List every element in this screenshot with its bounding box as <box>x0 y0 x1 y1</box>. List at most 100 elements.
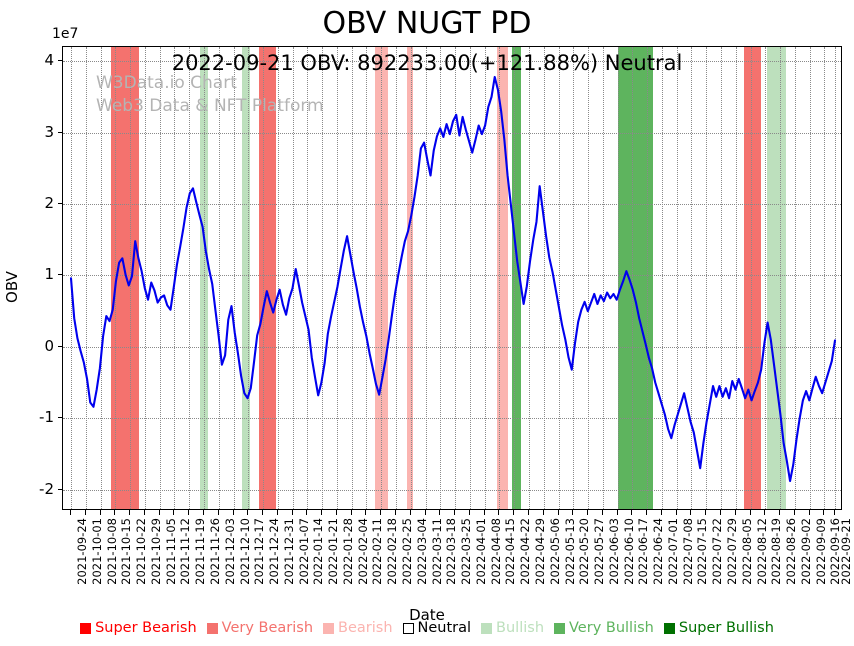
y-axis-tick-mark <box>58 60 62 62</box>
grid-line-vertical <box>706 47 708 509</box>
grid-line-vertical <box>248 47 250 509</box>
plot-area <box>62 46 842 510</box>
legend-item[interactable]: Very Bullish <box>549 620 659 636</box>
grid-line-vertical <box>750 47 752 509</box>
x-axis-tick-label: 2022-07-08 <box>680 518 695 585</box>
x-axis-tick-mark <box>468 510 470 515</box>
x-axis-tick-mark <box>114 510 116 515</box>
grid-line-vertical <box>307 47 309 509</box>
grid-line-vertical <box>292 47 294 509</box>
grid-line-vertical <box>721 47 723 509</box>
x-axis-tick-mark <box>380 510 382 515</box>
x-axis-tick-mark <box>513 510 515 515</box>
x-axis-tick-mark <box>734 510 736 515</box>
x-axis-tick-label: 2022-04-15 <box>503 518 518 585</box>
grid-line-vertical <box>809 47 811 509</box>
x-axis-tick-mark <box>834 510 835 515</box>
grid-line-horizontal <box>63 346 841 348</box>
x-axis-tick-mark <box>129 510 131 515</box>
x-axis-tick-mark <box>527 510 529 515</box>
legend-item[interactable]: Very Bearish <box>202 620 318 636</box>
x-axis-tick-label: 2022-09-09 <box>813 518 828 585</box>
x-axis-tick-label: 2022-06-03 <box>606 518 621 585</box>
x-axis-tick-mark <box>542 510 544 515</box>
x-axis-tick-label: 2022-08-19 <box>769 518 784 585</box>
x-axis-tick-mark <box>660 510 662 515</box>
y-axis-tick-mark <box>58 274 62 276</box>
x-axis-tick-label: 2022-03-11 <box>429 518 444 585</box>
x-axis-tick-mark <box>705 510 707 515</box>
grid-line-horizontal <box>63 61 841 63</box>
x-axis-tick-label: 2021-12-24 <box>267 518 282 585</box>
grid-line-horizontal <box>63 204 841 206</box>
grid-line-vertical <box>835 47 836 509</box>
grid-line-vertical <box>528 47 530 509</box>
x-axis-tick-label: 2022-03-25 <box>459 518 474 585</box>
chart-title: OBV NUGT PD <box>322 6 532 41</box>
x-axis-tick-label: 2021-10-01 <box>89 518 104 585</box>
x-axis-tick-mark <box>84 510 86 515</box>
legend-item[interactable]: Neutral <box>398 620 477 636</box>
grid-line-vertical <box>455 47 457 509</box>
x-axis-tick-label: 2022-01-28 <box>340 518 355 585</box>
grid-line-vertical <box>159 47 161 509</box>
x-axis-tick-mark <box>262 510 264 515</box>
grid-line-vertical <box>558 47 560 509</box>
x-axis-tick-label: 2022-05-27 <box>592 518 607 585</box>
grid-line-vertical <box>780 47 782 509</box>
x-axis-tick-label: 2022-04-01 <box>473 518 488 585</box>
y-axis-offset-label: 1e7 <box>52 26 79 42</box>
grid-line-vertical <box>366 47 368 509</box>
y-axis-label: OBV <box>3 271 21 303</box>
obv-line-series <box>69 75 837 483</box>
grid-line-horizontal <box>63 132 841 134</box>
x-axis-tick-label: 2021-10-29 <box>148 518 163 585</box>
x-axis-tick-label: 2022-09-02 <box>798 518 813 585</box>
legend-swatch-icon <box>481 622 493 634</box>
x-axis-tick-label: 2022-02-25 <box>400 518 415 585</box>
x-axis-tick-mark <box>335 510 337 515</box>
grid-line-vertical <box>263 47 265 509</box>
grid-line-vertical <box>233 47 235 509</box>
legend-item[interactable]: Super Bearish <box>75 620 202 636</box>
x-axis-tick-label: 2021-10-08 <box>104 518 119 585</box>
x-axis-tick-label: 2021-09-24 <box>75 518 89 585</box>
x-axis-tick-mark <box>498 510 500 515</box>
y-axis-tick-mark <box>58 345 62 347</box>
legend-item[interactable]: Bearish <box>318 620 398 636</box>
grid-line-vertical <box>632 47 634 509</box>
grid-line-vertical <box>661 47 663 509</box>
x-axis-tick-mark <box>572 510 574 515</box>
legend-swatch-icon <box>402 622 414 634</box>
grid-line-horizontal <box>63 489 841 491</box>
x-axis-tick-label: 2022-04-22 <box>518 518 533 585</box>
x-axis-tick-label: 2021-11-19 <box>193 518 208 585</box>
grid-line-vertical <box>189 47 191 509</box>
x-axis-tick-mark <box>631 510 633 515</box>
x-axis-tick-label: 2022-05-06 <box>547 518 562 585</box>
x-axis-tick-mark <box>749 510 751 515</box>
x-axis-tick-mark <box>173 510 175 515</box>
y-axis-tick-mark <box>58 131 62 133</box>
grid-line-vertical <box>144 47 146 509</box>
y-axis-tick-label: 0 <box>44 336 54 355</box>
x-axis-tick-label: 2022-05-13 <box>562 518 577 585</box>
sentiment-band <box>406 47 413 509</box>
y-axis-tick-label: -1 <box>39 408 54 427</box>
legend-label: Neutral <box>417 620 472 636</box>
x-axis-tick-mark <box>409 510 411 515</box>
legend-item[interactable]: Super Bullish <box>659 620 779 636</box>
x-axis-tick-mark <box>70 510 71 515</box>
grid-line-horizontal <box>63 275 841 277</box>
legend-label: Bullish <box>496 620 545 636</box>
legend-label: Super Bearish <box>95 620 197 636</box>
grid-line-vertical <box>647 47 649 509</box>
x-axis-tick-mark <box>350 510 352 515</box>
x-axis-tick-label: 2022-08-26 <box>784 518 799 585</box>
x-axis-tick-label: 2021-10-15 <box>119 518 134 585</box>
grid-line-vertical <box>514 47 516 509</box>
legend-item[interactable]: Bullish <box>476 620 549 636</box>
x-axis-tick-mark <box>439 510 441 515</box>
x-axis-tick-label: 2022-07-15 <box>695 518 710 585</box>
x-axis-tick-label: 2022-08-05 <box>739 518 754 585</box>
